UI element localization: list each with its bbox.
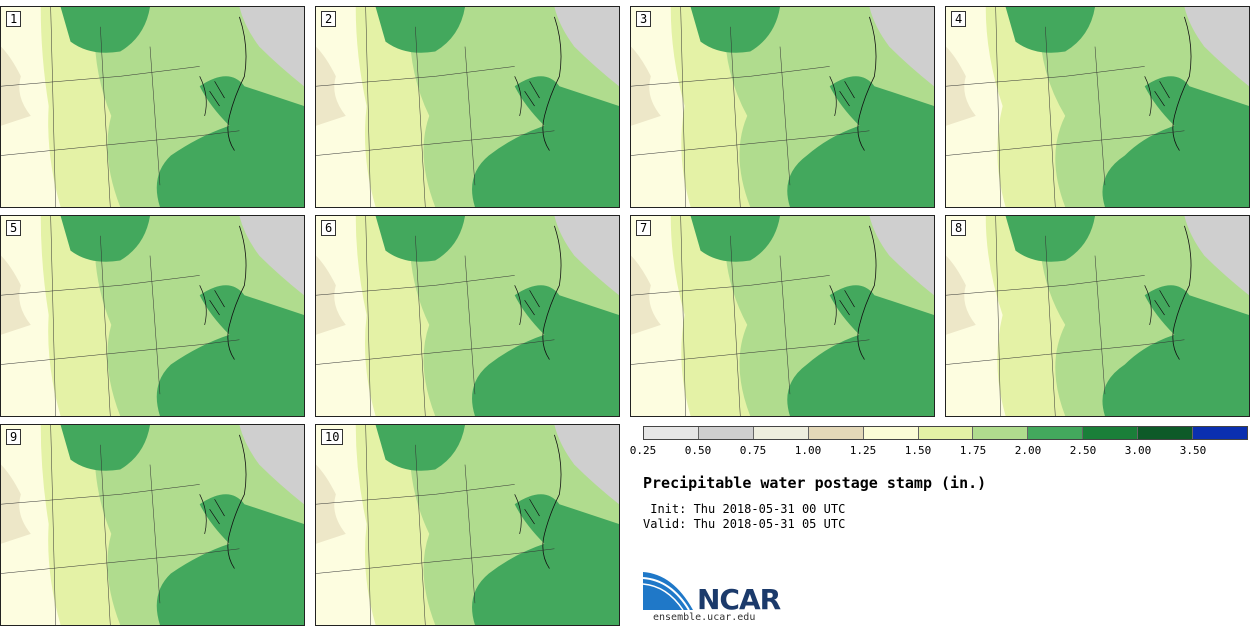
colorbar-swatch — [973, 427, 1029, 439]
colorbar-tick-label: 1.50 — [904, 444, 932, 457]
valid-time: Valid: Thu 2018-05-31 05 UTC — [643, 517, 846, 531]
colorbar-tick-label: 1.00 — [794, 444, 822, 457]
panel-number: 7 — [636, 220, 652, 236]
panel-number: 10 — [321, 429, 344, 445]
stamp-panel: 4 — [945, 6, 1250, 208]
precipitable-water-map — [946, 7, 1249, 207]
panel-number: 9 — [6, 429, 22, 445]
page-title: Precipitable water postage stamp (in.) — [643, 474, 987, 492]
stamp-panel: 9 — [0, 424, 305, 626]
colorbar-swatch — [644, 427, 699, 439]
colorbar-swatch — [753, 427, 809, 439]
precipitable-water-map — [316, 216, 619, 416]
stamp-panel: 7 — [630, 215, 935, 417]
colorbar-tick-label: 3.00 — [1124, 444, 1152, 457]
precipitable-water-map — [1, 7, 304, 207]
panel-number: 3 — [636, 11, 652, 27]
precipitable-water-map — [316, 7, 619, 207]
panel-number: 1 — [6, 11, 22, 27]
colorbar-swatch — [1193, 427, 1247, 439]
colorbar-tick-label: 2.50 — [1069, 444, 1097, 457]
ncar-logo-text: NCAR — [697, 583, 781, 616]
colorbar-swatch — [918, 427, 974, 439]
precipitable-water-map — [1, 216, 304, 416]
colorbar-tick-label: 2.00 — [1014, 444, 1042, 457]
colorbar — [643, 426, 1248, 440]
colorbar-swatch — [863, 427, 919, 439]
colorbar-tick-label: 1.25 — [849, 444, 877, 457]
stamp-panel: 1 — [0, 6, 305, 208]
panel-number: 5 — [6, 220, 22, 236]
panel-number: 6 — [321, 220, 337, 236]
stamp-panel: 8 — [945, 215, 1250, 417]
colorbar-tick-label: 3.50 — [1179, 444, 1207, 457]
colorbar-ticks: 0.25 0.50 0.75 1.00 1.25 1.50 1.75 2.00 2.50 3.00… — [630, 444, 1260, 458]
colorbar-tick-label: 1.75 — [959, 444, 987, 457]
stamp-panel: 3 — [630, 6, 935, 208]
precipitable-water-map — [631, 216, 934, 416]
stamp-panel: 6 — [315, 215, 620, 417]
colorbar-tick-label: 0.50 — [684, 444, 712, 457]
stamp-panel: 2 — [315, 6, 620, 208]
colorbar-swatch — [698, 427, 754, 439]
init-time: Init: Thu 2018-05-31 00 UTC — [643, 502, 846, 516]
colorbar-swatch — [1138, 427, 1194, 439]
precipitable-water-map — [316, 425, 619, 625]
colorbar-tick-label: 0.75 — [739, 444, 767, 457]
panel-number: 2 — [321, 11, 337, 27]
stamp-panel: 5 — [0, 215, 305, 417]
colorbar-tick-label: 0.25 — [629, 444, 657, 457]
stamp-panel: 10 — [315, 424, 620, 626]
panel-number: 8 — [951, 220, 967, 236]
precipitable-water-map — [631, 7, 934, 207]
ncar-logo — [643, 572, 693, 611]
colorbar-swatch — [1083, 427, 1139, 439]
colorbar-swatch — [1028, 427, 1084, 439]
precipitable-water-map — [1, 425, 304, 625]
precipitable-water-map — [946, 216, 1249, 416]
panel-number: 4 — [951, 11, 967, 27]
colorbar-swatch — [808, 427, 864, 439]
site-url[interactable]: ensemble.ucar.edu — [653, 612, 756, 623]
